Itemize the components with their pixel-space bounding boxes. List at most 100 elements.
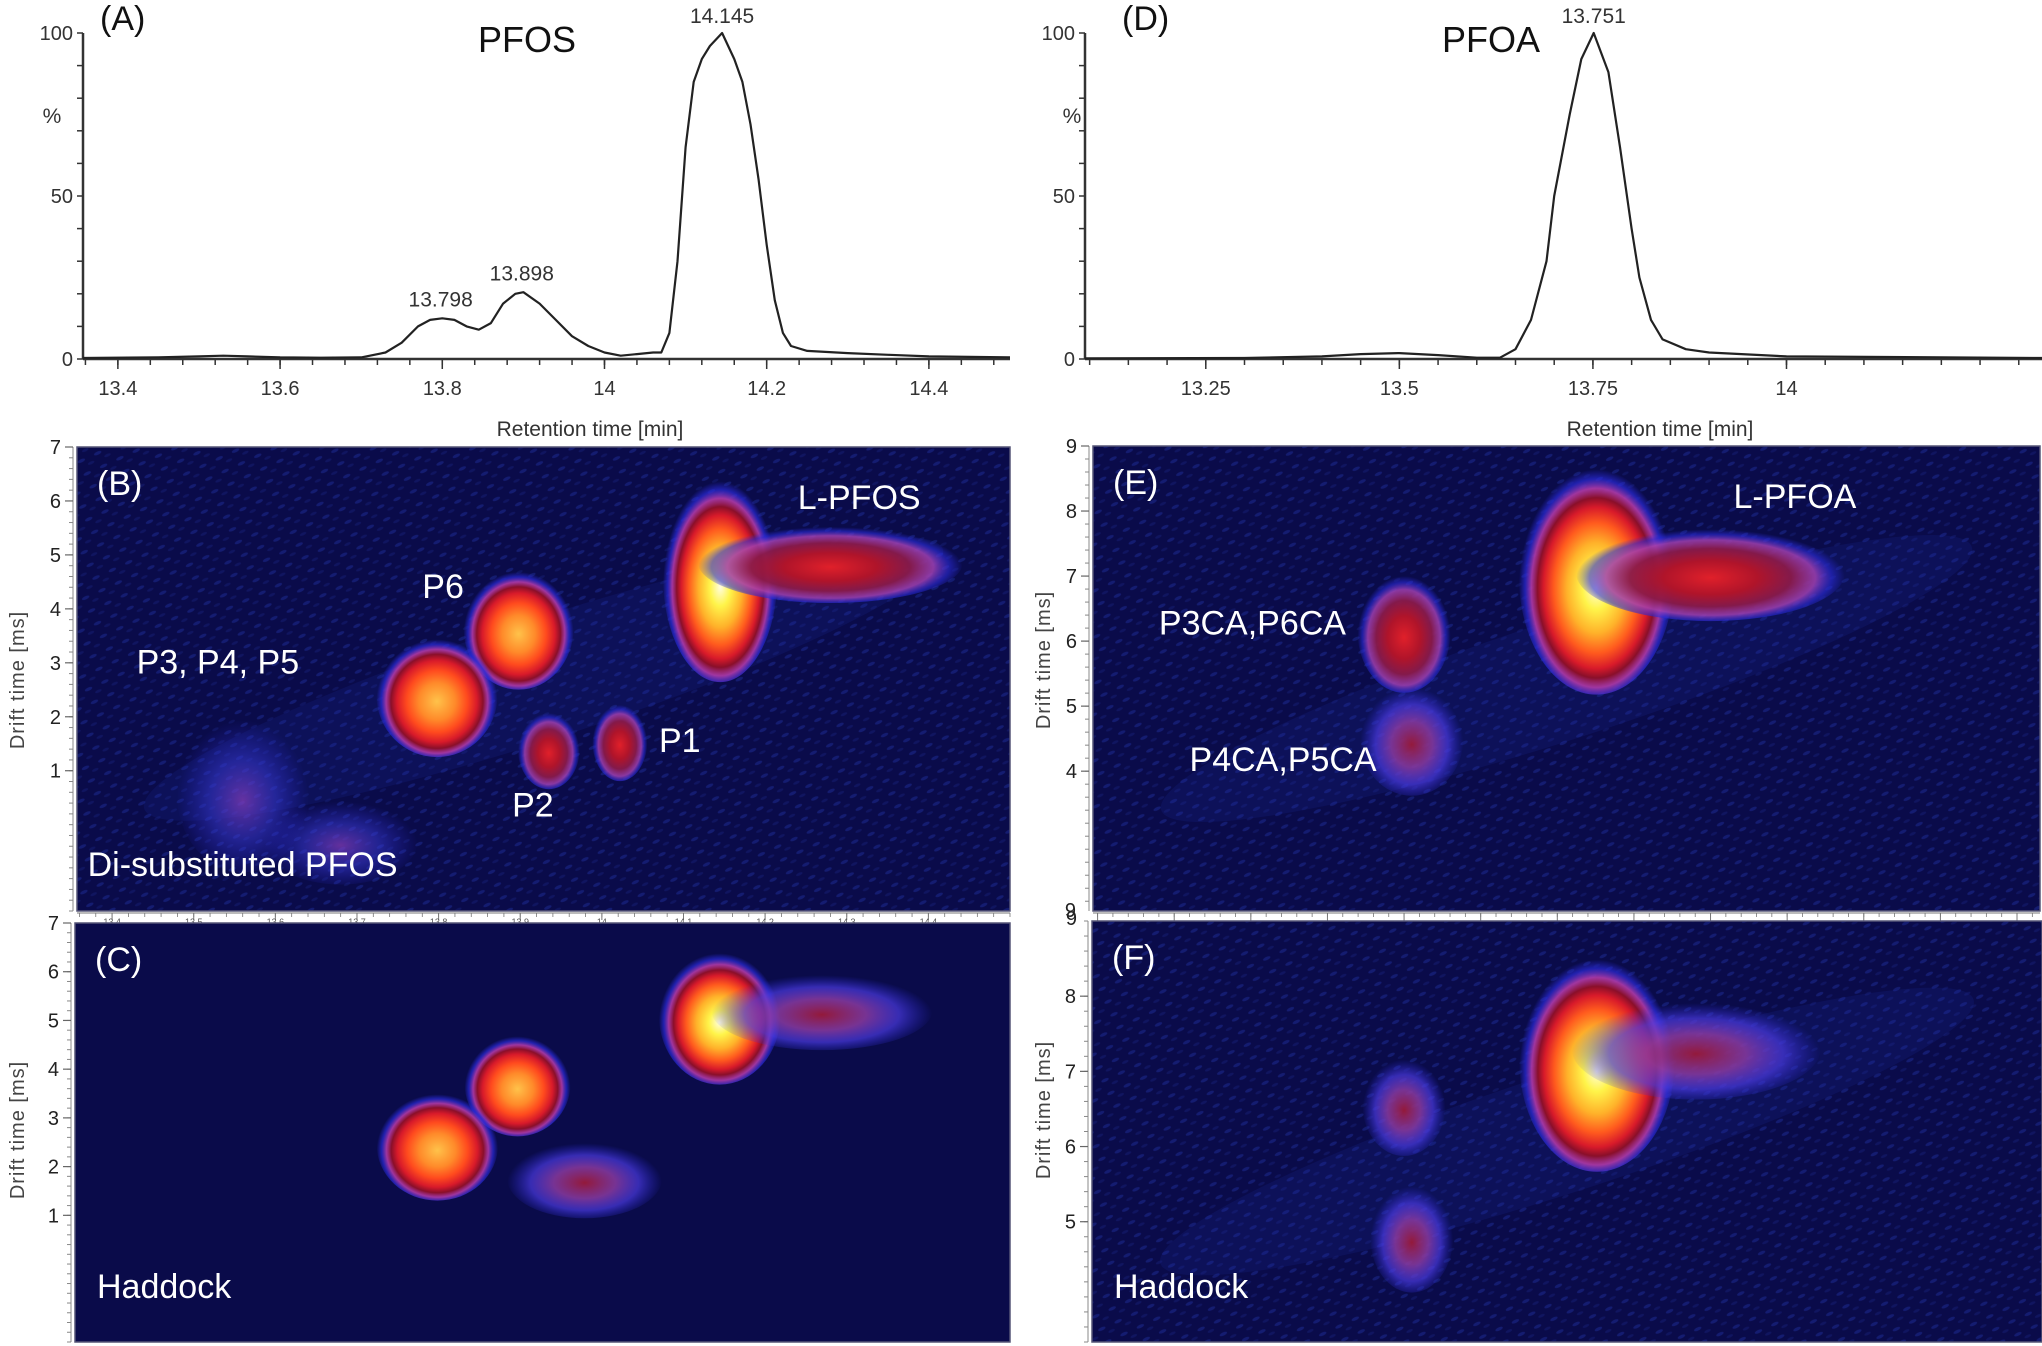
peak-annotation: Di-substituted PFOS xyxy=(88,846,398,884)
x-tick-label: 13.8 xyxy=(430,917,448,927)
x-tick-label: 14.3 xyxy=(838,917,856,927)
panel-label-f: (F) xyxy=(1112,939,1155,977)
peak-annotation: P1 xyxy=(659,722,701,760)
peak-label: 13.751 xyxy=(1562,5,1626,28)
heatmap-peak-p6 xyxy=(463,565,574,690)
x-tick-label: 13.4 xyxy=(103,917,121,927)
heatmap-peak-p3-p4-p5 xyxy=(376,633,498,758)
chromatogram-pfoa: (D) PFOA % Retention time [min] 0 50 100 13… xyxy=(1042,0,2042,441)
peak-annotation: L-PFOS xyxy=(798,479,921,517)
y-tick-label: 6 xyxy=(1065,1137,1076,1159)
y-axis-label-e: Drift time [ms] xyxy=(1033,591,1055,729)
y-tick-label: 5 xyxy=(1066,696,1077,718)
peak-label: 13.898 xyxy=(490,263,554,286)
heatmap-peak-p1 xyxy=(592,700,648,782)
heatmap-peak-p1-p2 xyxy=(507,1139,662,1219)
heatmap-peak-p3-p4-p5 xyxy=(376,1088,499,1201)
x-tick-label: 14 xyxy=(597,917,607,927)
x-tick-label: 14 xyxy=(1775,378,1797,400)
heatmap-peak-l-pfos-tail xyxy=(711,971,933,1051)
peak-annotation: L-PFOA xyxy=(1734,478,1857,516)
y-tick-label: 6 xyxy=(50,491,61,513)
y-tick-label: 5 xyxy=(1065,1212,1076,1234)
x-tick-label: 13.8 xyxy=(423,378,462,400)
y-tick-label: 4 xyxy=(48,1059,59,1081)
y-axis-label-a: % xyxy=(43,105,62,128)
panel-label-e: (E) xyxy=(1113,464,1158,502)
heatmap-blobs xyxy=(143,470,963,885)
y-tick-label: 7 xyxy=(50,437,61,459)
y-axis-label-f: Drift time [ms] xyxy=(1033,1041,1055,1179)
x-tick-label: 14.4 xyxy=(909,378,948,400)
chromatogram-pfos: (A) PFOS % Retention time [min] 0 50 100 13… xyxy=(40,0,1011,441)
x-tick-label: 14.2 xyxy=(747,378,786,400)
y-axis-label-b: Drift time [ms] xyxy=(7,611,29,749)
heatmap-blobs xyxy=(1160,457,1973,823)
y-tick-label: 3 xyxy=(48,1108,59,1130)
y-tick-label: 50 xyxy=(51,186,73,208)
y-tick-label: 9 xyxy=(1065,900,1076,922)
x-tick-label: 13.5 xyxy=(185,917,203,927)
x-tick-label: 14.1 xyxy=(675,917,693,927)
peak-annotation: P4CA,P5CA xyxy=(1190,741,1377,779)
y-tick-label: 2 xyxy=(48,1157,59,1179)
heatmap-peak-p4ca-p5ca xyxy=(1360,681,1464,796)
y-tick-label: 4 xyxy=(1066,761,1077,783)
panel-label-d: (D) xyxy=(1122,0,1169,38)
peak-annotation: P2 xyxy=(512,787,554,825)
heatmap-blobs xyxy=(376,946,933,1219)
x-tick-label: 13.25 xyxy=(1181,378,1231,400)
y-tick-label: 50 xyxy=(1053,186,1075,208)
y-tick-label: 9 xyxy=(1066,436,1077,458)
y-tick-label: 6 xyxy=(1066,631,1077,653)
x-tick-label: 13.6 xyxy=(261,378,300,400)
y-tick-label: 8 xyxy=(1065,986,1076,1008)
x-tick-label: 13.4 xyxy=(98,378,137,400)
peak-annotation: P6 xyxy=(422,568,464,606)
heatmap-peak-p3ca-p6ca xyxy=(1362,1054,1446,1156)
heatmap-peak-di-substituted-pfos-2 xyxy=(263,797,418,885)
y-tick-label: 5 xyxy=(48,1010,59,1032)
peak-annotation: P3, P4, P5 xyxy=(137,644,300,682)
x-axis-label-d: Retention time [min] xyxy=(1567,418,1754,441)
panel-label-a: (A) xyxy=(100,0,145,38)
chromatogram-trace xyxy=(1084,31,2042,360)
y-tick-label: 3 xyxy=(50,653,61,675)
heatmap-peak-p2 xyxy=(517,709,580,790)
heatmap-peak-p4ca-p5ca xyxy=(1370,1180,1454,1293)
mobility-heatmap-pfoa-haddock: 5 6 7 8 9 (F) Haddock xyxy=(1065,900,2042,1343)
y-tick-label: 6 xyxy=(48,962,59,984)
mobility-heatmap-pfos-haddock: 1 2 3 4 5 6 7 (C) Haddock xyxy=(48,913,1011,1343)
y-tick-label: 100 xyxy=(40,23,73,45)
x-tick-label: 14.2 xyxy=(756,917,774,927)
x-tick-label: 13.6 xyxy=(267,917,285,927)
y-axis-label-d: % xyxy=(1063,105,1082,128)
x-tick-label: 13.5 xyxy=(1380,378,1419,400)
heatmap-peak-l-pfos-tail xyxy=(698,522,963,604)
peak-label: 13.798 xyxy=(409,289,473,312)
y-tick-label: 0 xyxy=(62,349,73,371)
y-tick-label: 5 xyxy=(50,545,61,567)
sample-label: Haddock xyxy=(1114,1268,1249,1306)
panel-label-c: (C) xyxy=(95,941,142,979)
heatmap-peak-l-pfoa-tail xyxy=(1576,524,1846,622)
y-axis-label-c: Drift time [ms] xyxy=(7,1061,29,1199)
x-tick-label: 13.9 xyxy=(511,917,529,927)
y-tick-label: 100 xyxy=(1042,23,1075,45)
heatmap-peak-p6 xyxy=(464,1031,571,1137)
y-tick-label: 2 xyxy=(50,707,61,729)
heatmap-peak-p3ca-p6ca xyxy=(1357,569,1451,693)
chart-title-pfoa: PFOA xyxy=(1442,19,1540,60)
y-tick-label: 1 xyxy=(50,761,61,783)
x-tick-label: 14 xyxy=(593,378,615,400)
mobility-heatmap-pfos-standard: 1 2 3 4 5 6 7 13.4 13.5 13.6 13.7 13.8 13.9 14 14.1 14.… xyxy=(50,437,1011,927)
x-tick-label: 14.4 xyxy=(920,917,938,927)
panel-label-b: (B) xyxy=(97,465,142,503)
heatmap-blobs xyxy=(1160,948,1974,1293)
y-tick-label: 9 xyxy=(1066,908,1077,930)
y-tick-label: 7 xyxy=(48,913,59,935)
y-tick-label: 0 xyxy=(1064,349,1075,371)
chromatogram-trace xyxy=(82,31,1011,360)
